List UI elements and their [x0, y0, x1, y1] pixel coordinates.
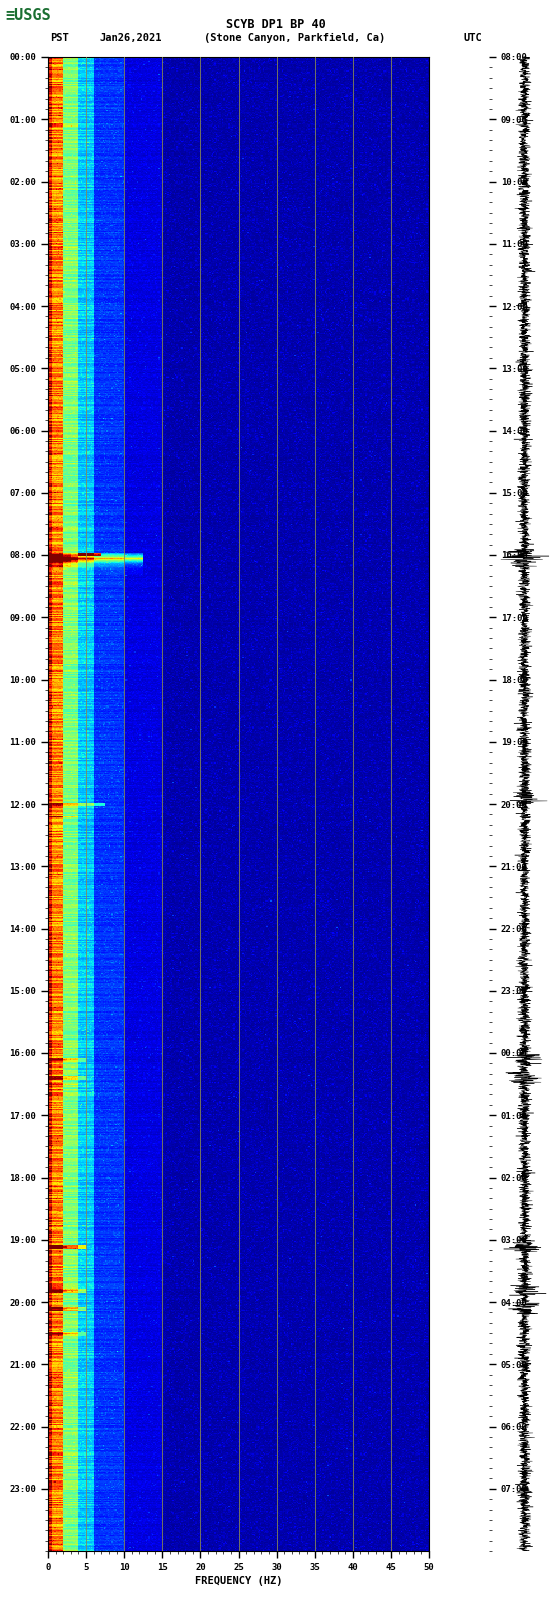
Text: SCYB DP1 BP 40: SCYB DP1 BP 40	[226, 18, 326, 31]
Text: Jan26,2021: Jan26,2021	[99, 32, 162, 44]
Text: ≡USGS: ≡USGS	[6, 8, 51, 23]
Text: (Stone Canyon, Parkfield, Ca): (Stone Canyon, Parkfield, Ca)	[204, 32, 385, 44]
Text: PST: PST	[50, 32, 68, 44]
X-axis label: FREQUENCY (HZ): FREQUENCY (HZ)	[195, 1576, 282, 1586]
Text: UTC: UTC	[464, 32, 482, 44]
